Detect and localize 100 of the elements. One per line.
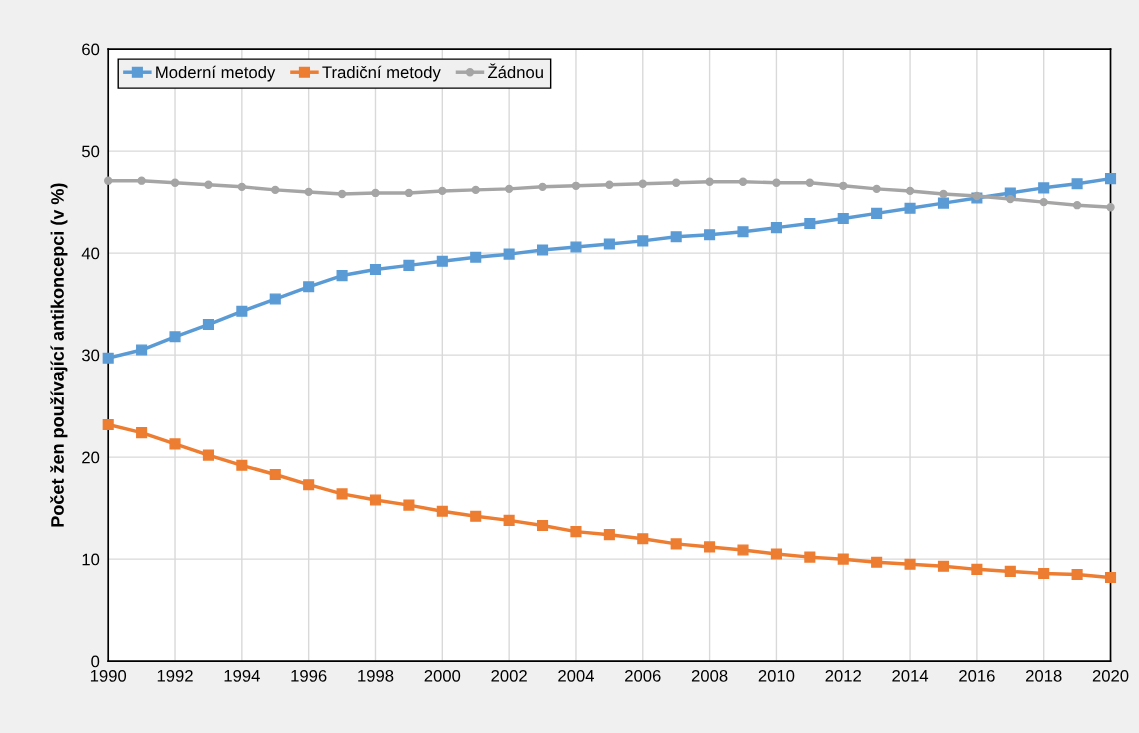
x-tick-label: 1996 bbox=[291, 669, 327, 682]
point bbox=[504, 184, 514, 194]
point bbox=[1038, 567, 1050, 579]
point bbox=[1038, 182, 1050, 194]
point bbox=[770, 548, 782, 560]
y-tick-label: 60 bbox=[82, 43, 100, 56]
point bbox=[1072, 201, 1082, 210]
legend-label: Moderní metody bbox=[156, 65, 276, 82]
y-tick-label: 10 bbox=[82, 553, 100, 566]
point bbox=[102, 418, 114, 431]
point bbox=[1071, 178, 1083, 190]
x-tick-label: 2006 bbox=[625, 669, 661, 682]
point bbox=[471, 185, 480, 195]
x-tick-label: 2004 bbox=[558, 669, 595, 682]
point bbox=[738, 177, 748, 186]
point bbox=[102, 352, 114, 364]
point bbox=[136, 427, 148, 439]
point bbox=[269, 468, 281, 481]
point bbox=[337, 189, 347, 199]
point bbox=[570, 241, 582, 253]
point bbox=[770, 222, 782, 234]
y-axis-title: Počet žen používající antikoncepci (v %) bbox=[50, 183, 68, 527]
point bbox=[403, 259, 415, 271]
point bbox=[1104, 571, 1117, 584]
point bbox=[737, 544, 749, 556]
point bbox=[805, 178, 814, 187]
point bbox=[470, 251, 482, 263]
point bbox=[605, 180, 614, 189]
point bbox=[971, 563, 983, 575]
point bbox=[104, 176, 113, 185]
x-tick-label: 2016 bbox=[959, 669, 995, 682]
point bbox=[237, 182, 247, 191]
y-tick-label: 50 bbox=[82, 145, 100, 158]
point bbox=[1006, 194, 1015, 204]
point bbox=[704, 229, 716, 241]
point bbox=[1004, 565, 1016, 577]
legend-label: Tradiční metody bbox=[322, 65, 441, 82]
x-tick-label: 2012 bbox=[825, 669, 861, 682]
x-tick-label: 1998 bbox=[358, 669, 394, 682]
point bbox=[371, 188, 380, 198]
point bbox=[336, 488, 348, 500]
point bbox=[871, 207, 883, 219]
point bbox=[170, 178, 180, 187]
point bbox=[336, 270, 348, 282]
x-tick-label: 2014 bbox=[892, 669, 929, 682]
point bbox=[204, 180, 213, 189]
point bbox=[804, 217, 816, 230]
point bbox=[503, 514, 515, 526]
x-tick-label: 2010 bbox=[758, 669, 795, 682]
x-tick-label: 1994 bbox=[224, 669, 260, 682]
point bbox=[570, 526, 582, 538]
point bbox=[872, 184, 881, 194]
x-tick-label: 1992 bbox=[157, 669, 193, 682]
point bbox=[1071, 568, 1083, 581]
point bbox=[603, 529, 615, 541]
point bbox=[303, 479, 315, 491]
point bbox=[303, 281, 315, 293]
point bbox=[438, 186, 447, 196]
x-tick-label: 2008 bbox=[691, 669, 728, 682]
point bbox=[904, 202, 916, 214]
point bbox=[1104, 173, 1117, 185]
point bbox=[1106, 203, 1115, 212]
point bbox=[839, 181, 848, 190]
point bbox=[705, 177, 714, 186]
point bbox=[637, 235, 649, 247]
point bbox=[169, 438, 181, 450]
point bbox=[904, 558, 916, 570]
point bbox=[837, 212, 849, 225]
point bbox=[937, 560, 950, 572]
point bbox=[137, 176, 146, 185]
point bbox=[271, 185, 280, 195]
point bbox=[536, 244, 549, 256]
point bbox=[369, 263, 382, 276]
point bbox=[369, 494, 382, 506]
point bbox=[1039, 197, 1048, 207]
point bbox=[638, 179, 647, 188]
point bbox=[837, 553, 849, 565]
x-tick-label: 2000 bbox=[424, 669, 461, 682]
point bbox=[202, 449, 214, 461]
point bbox=[436, 505, 448, 517]
point bbox=[436, 255, 448, 267]
point bbox=[772, 178, 781, 187]
point bbox=[939, 189, 948, 199]
point bbox=[670, 231, 682, 243]
y-tick-label: 30 bbox=[81, 349, 100, 362]
point bbox=[672, 178, 681, 187]
x-tick-label: 1990 bbox=[90, 669, 127, 682]
point bbox=[571, 181, 581, 190]
point bbox=[637, 533, 649, 545]
point bbox=[269, 293, 281, 305]
point bbox=[202, 318, 214, 331]
y-tick-label: 0 bbox=[91, 655, 100, 668]
point bbox=[737, 226, 749, 238]
point bbox=[304, 187, 313, 197]
point bbox=[403, 499, 415, 511]
x-tick-label: 2002 bbox=[491, 669, 527, 682]
point bbox=[236, 459, 248, 471]
point bbox=[937, 197, 950, 209]
point bbox=[470, 510, 482, 522]
point bbox=[404, 188, 414, 198]
